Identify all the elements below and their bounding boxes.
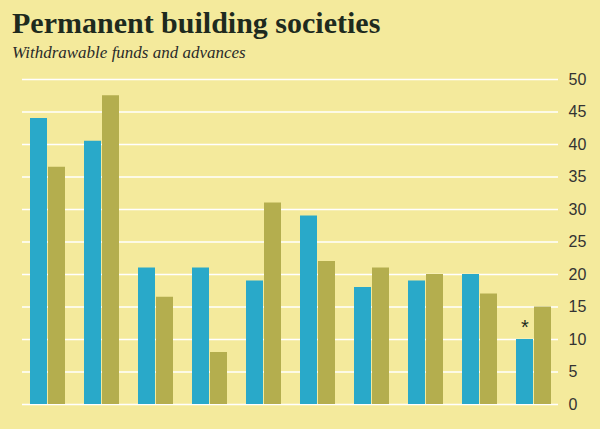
svg-text:50: 50 (569, 71, 587, 88)
svg-text:15: 15 (569, 298, 587, 315)
svg-text:25: 25 (569, 233, 587, 250)
svg-text:20: 20 (569, 266, 587, 283)
svg-text:45: 45 (569, 103, 587, 120)
svg-text:*: * (521, 316, 529, 338)
svg-text:40: 40 (569, 136, 587, 153)
html-text:Permanent building societies: Permanent building societies (12, 6, 381, 39)
svg-text:10: 10 (569, 331, 587, 348)
svg-text:30: 30 (569, 201, 587, 218)
svg-text:0: 0 (569, 396, 578, 413)
svg-text:35: 35 (569, 168, 587, 185)
html-text:Withdrawable funds and advance: Withdrawable funds and advances (12, 43, 246, 62)
svg-text:5: 5 (569, 363, 578, 380)
